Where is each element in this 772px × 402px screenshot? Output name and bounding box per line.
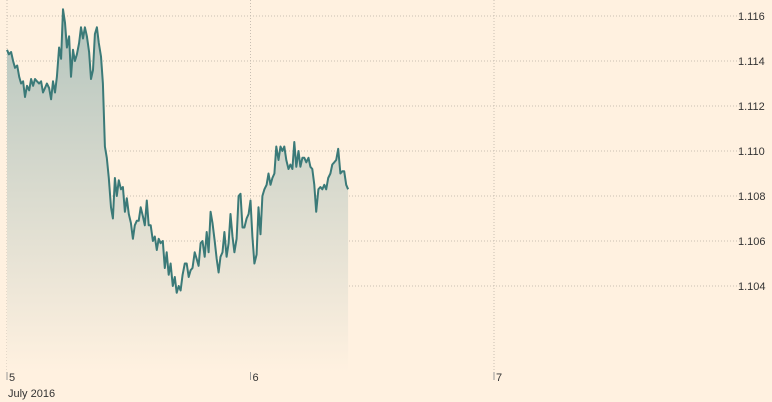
- x-tick-label: 5: [9, 372, 15, 384]
- y-tick-label: 1.108: [738, 191, 766, 203]
- y-tick-label: 1.112: [738, 101, 765, 113]
- y-axis-ticks: 1.104 1.106 1.108 1.110 1.112 1.114 1.116: [738, 11, 766, 293]
- x-axis-ticks: 5 6 7: [6, 372, 502, 384]
- series-line: [6, 8, 350, 294]
- x-tick-label: 6: [253, 372, 259, 384]
- y-tick-label: 1.104: [738, 281, 766, 293]
- y-tick-label: 1.114: [738, 56, 765, 68]
- y-tick-label: 1.106: [738, 236, 766, 248]
- series-area: [7, 9, 349, 373]
- y-tick-label: 1.116: [738, 11, 765, 23]
- y-tick-label: 1.110: [738, 146, 765, 158]
- x-axis-month-label: July 2016: [8, 388, 55, 400]
- x-tick-label: 7: [496, 372, 502, 384]
